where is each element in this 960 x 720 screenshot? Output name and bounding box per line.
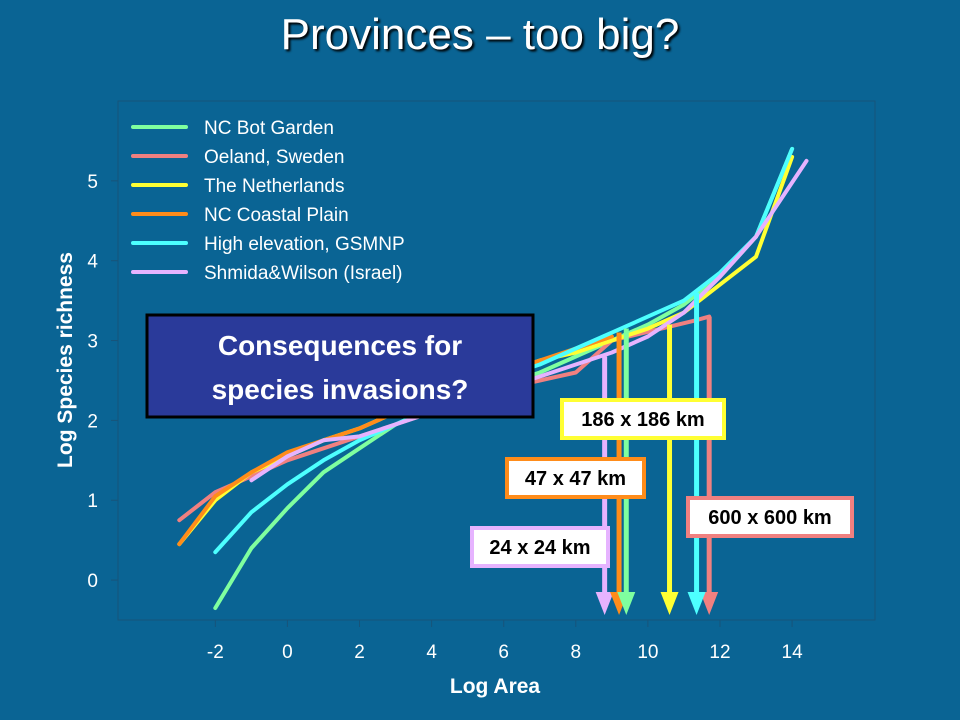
legend: NC Bot Garden Oeland, Sweden The Netherlan… xyxy=(131,118,405,284)
area-box-4 xyxy=(686,496,854,538)
arrow-head-6 xyxy=(687,592,706,615)
legend-label-2: Oeland, Sweden xyxy=(204,147,345,168)
x-tick-label: -2 xyxy=(207,642,224,663)
legend-label-5: High elevation, GSMNP xyxy=(204,234,405,255)
callout-line-2: species invasions? xyxy=(212,374,469,405)
legend-label-3: The Netherlands xyxy=(204,176,344,197)
x-tick-label: 8 xyxy=(571,642,582,663)
area-box-label-2: 47 x 47 km xyxy=(525,468,626,490)
arrow-head-4 xyxy=(700,592,719,615)
area-box-layer: 24 x 24 km 47 x 47 km 186 x 186 km 600 x 60… xyxy=(470,398,854,568)
x-tick-label: 10 xyxy=(637,642,658,663)
x-tick-label: 6 xyxy=(498,642,509,663)
x-tick-label: 4 xyxy=(426,642,437,663)
y-tick-label: 3 xyxy=(87,332,98,353)
callout-box-bg xyxy=(145,313,535,419)
y-tick-label: 0 xyxy=(87,571,98,592)
callout-box: Consequences for species invasions? xyxy=(145,313,535,419)
callout-line-1: Consequences for xyxy=(218,330,462,361)
arrow-head-1 xyxy=(595,592,614,615)
area-box-2 xyxy=(505,457,646,499)
x-tick-label: 12 xyxy=(709,642,730,663)
legend-label-6: Shmida&Wilson (Israel) xyxy=(204,263,403,284)
area-box-1 xyxy=(470,526,610,568)
area-box-label-1: 24 x 24 km xyxy=(489,537,590,559)
area-box-label-4: 600 x 600 km xyxy=(708,507,831,529)
arrow-head-3 xyxy=(660,592,679,615)
area-box-3 xyxy=(560,398,726,440)
y-tick-label: 1 xyxy=(87,491,98,512)
x-axis-label: Log Area xyxy=(450,675,541,698)
y-tick-label: 4 xyxy=(87,252,98,273)
area-box-label-3: 186 x 186 km xyxy=(581,409,704,431)
y-tick-label: 5 xyxy=(87,172,98,193)
legend-label-4: NC Coastal Plain xyxy=(204,205,349,226)
x-tick-label: 14 xyxy=(782,642,804,663)
slide-title: Provinces – too big? xyxy=(280,10,680,59)
legend-label-1: NC Bot Garden xyxy=(204,118,334,139)
arrow-head-5 xyxy=(617,592,636,615)
x-tick-label: 0 xyxy=(282,642,293,663)
x-tick-label: 2 xyxy=(354,642,365,663)
y-axis-label: Log Species richness xyxy=(54,252,77,468)
plot-area-frame xyxy=(117,100,876,621)
y-tick-label: 2 xyxy=(87,411,98,432)
